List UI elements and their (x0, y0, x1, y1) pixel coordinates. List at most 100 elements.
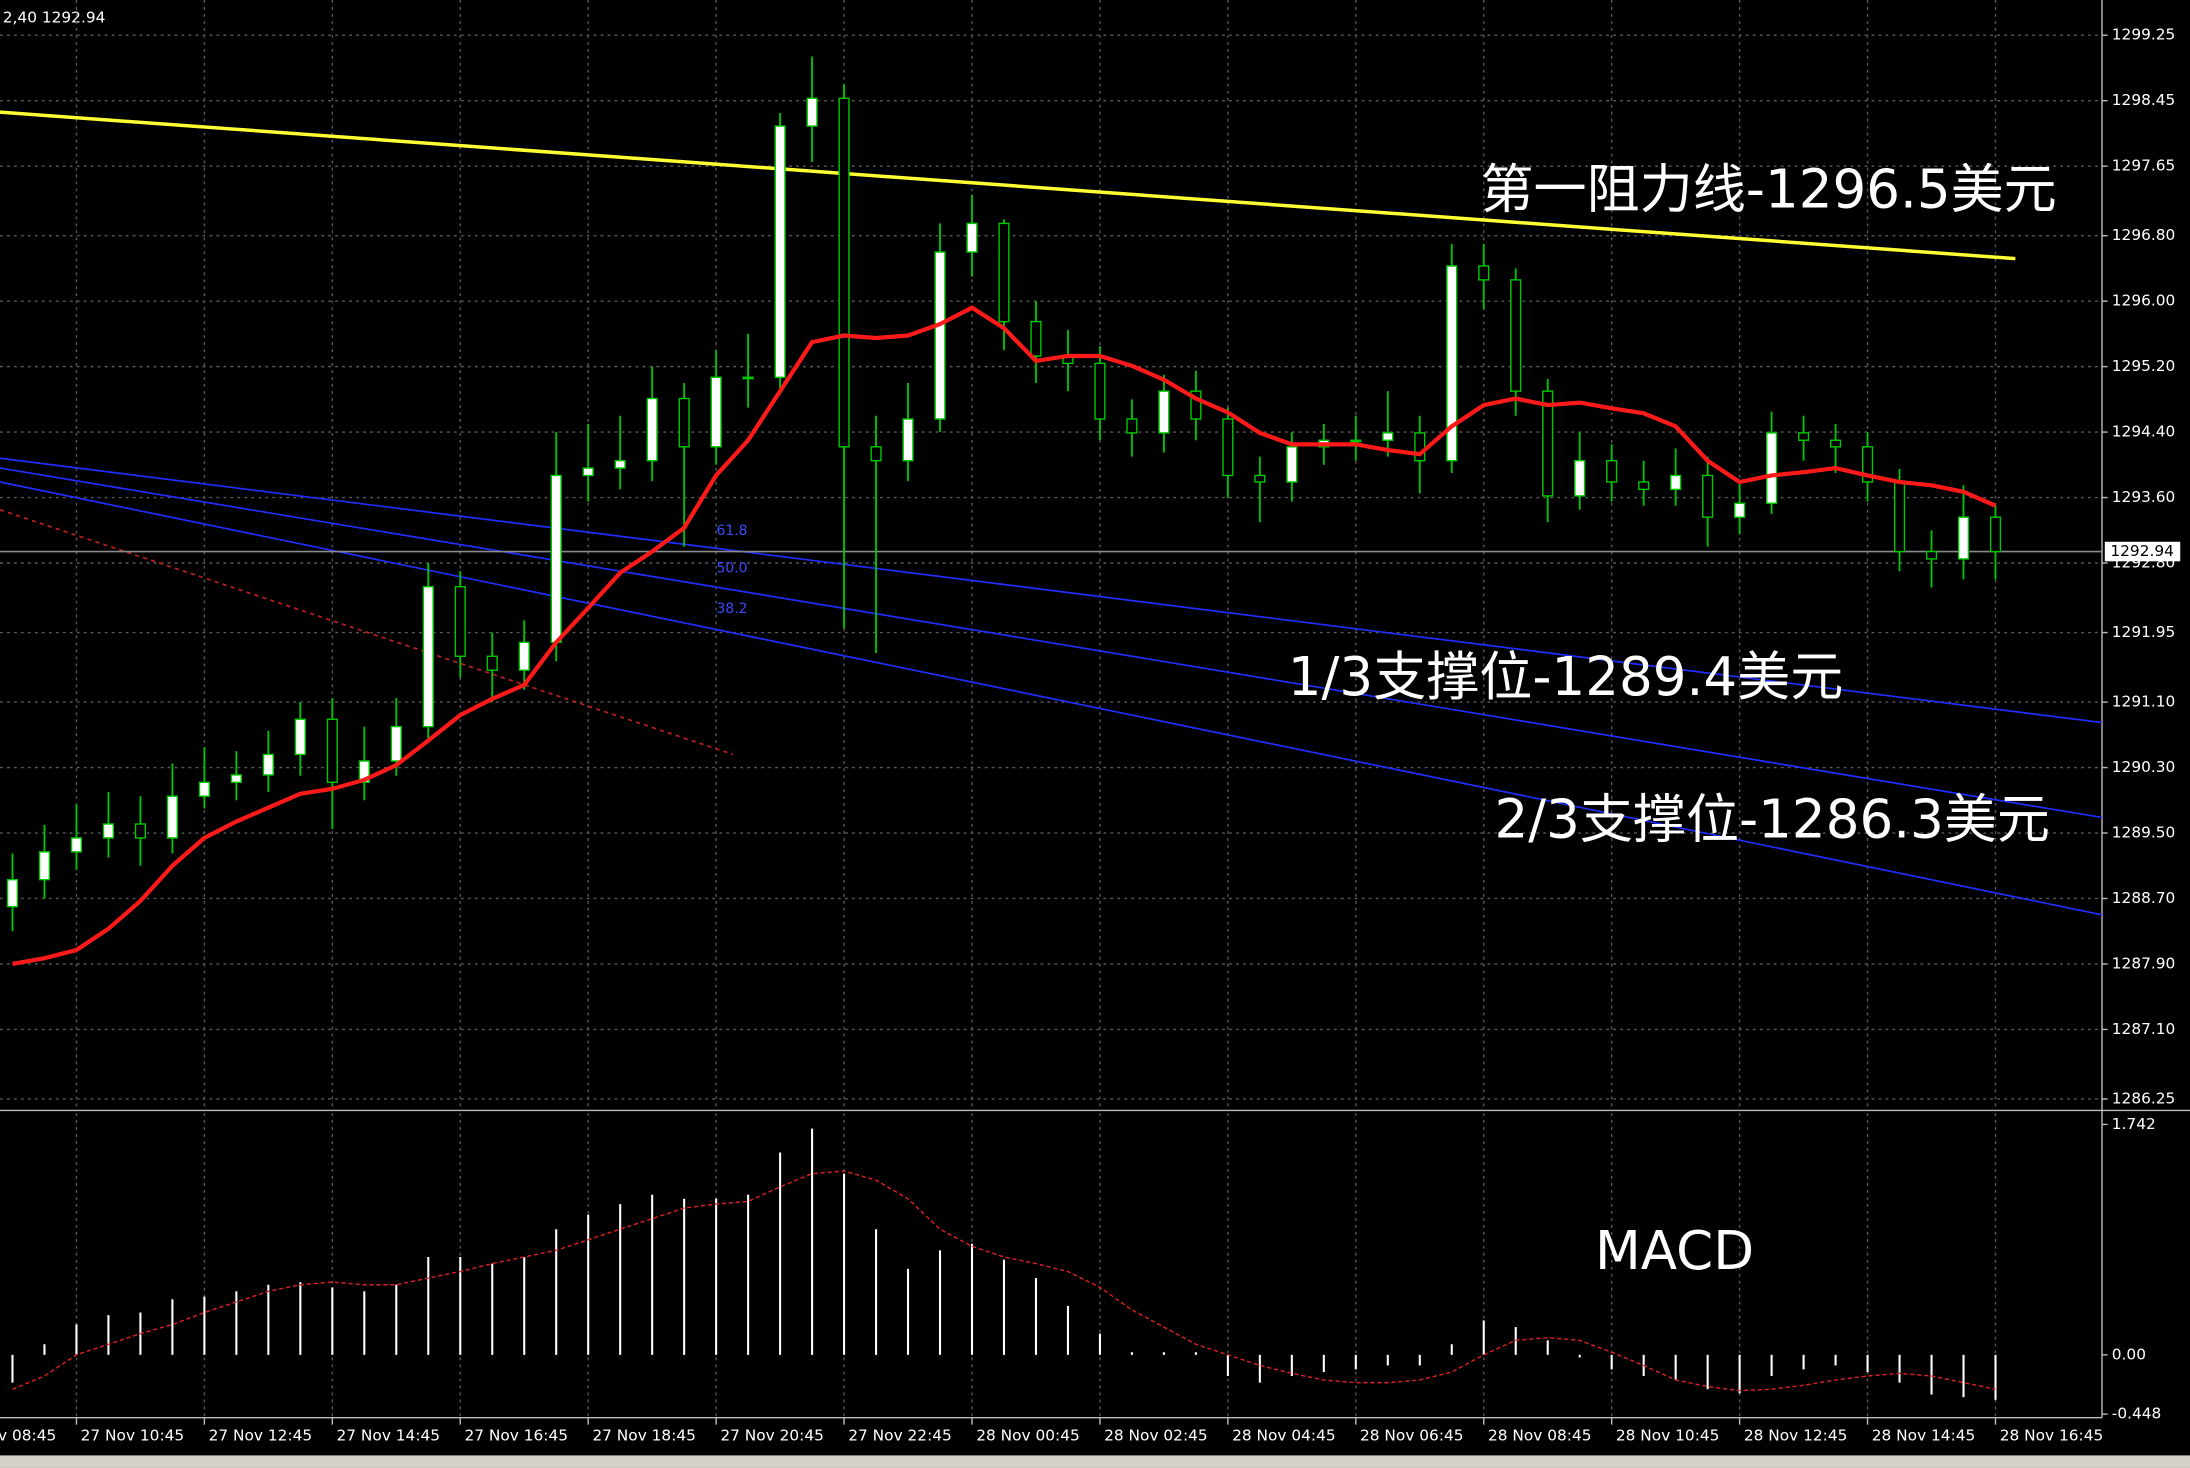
candle-body (1446, 265, 1458, 462)
candle-body (1542, 390, 1554, 497)
candle-body (1925, 550, 1938, 560)
y-tick-label: 1296.00 (2112, 292, 2176, 310)
candle-body (1798, 432, 1810, 441)
moving-average (12, 305, 1997, 967)
x-tick-label: 27 Nov 08:45 (0, 1426, 56, 1444)
annotation: 1/3支撑位-1289.4美元 (1288, 646, 1844, 708)
candle-body (70, 837, 83, 853)
candle-body (1734, 502, 1746, 518)
candle-body (1606, 460, 1618, 483)
fib-label: 38.2 (716, 601, 747, 617)
candle-body (1286, 446, 1298, 483)
candle-body (998, 222, 1010, 323)
y-tick-label: 1287.90 (2112, 954, 2176, 972)
candle-body (1254, 474, 1266, 483)
candle-body (614, 460, 626, 469)
candle-body (166, 795, 178, 839)
candle-body (1382, 432, 1394, 441)
candle-body (1126, 418, 1138, 434)
candle-body (294, 718, 306, 756)
candle-body (966, 222, 978, 253)
candle-body (646, 397, 658, 462)
y-tick-label: 1298.45 (2112, 91, 2176, 109)
candle-body (1829, 439, 1842, 448)
y-tick-label: 1293.60 (2112, 488, 2176, 506)
candle-body (742, 376, 754, 380)
annotation: 第一阻力线-1296.5美元 (1480, 158, 2056, 220)
signal-line (12, 1170, 1996, 1392)
x-tick-label: 27 Nov 14:45 (337, 1426, 441, 1444)
y-tick-label: 1286.25 (2112, 1089, 2176, 1107)
price-tag (2104, 541, 2181, 562)
x-tick-label: 28 Nov 06:45 (1360, 1426, 1464, 1444)
y-tick-label: -0.448 (2112, 1405, 2162, 1423)
y-tick-label: 1295.20 (2112, 357, 2176, 375)
candle-body (550, 474, 562, 644)
candle-body (230, 774, 242, 783)
fib-label: 61.8 (716, 523, 747, 539)
candle-body (326, 718, 338, 783)
candle-body (1893, 481, 1906, 553)
fib-label: 50.0 (716, 560, 747, 576)
trend-line (0, 110, 2016, 261)
candle-body (1670, 474, 1682, 491)
candle-body (806, 97, 818, 127)
candle-body (1574, 460, 1586, 497)
price-tag-label: 1292.94 (2110, 542, 2174, 560)
candle-body (870, 446, 882, 462)
trend-line (0, 457, 2103, 724)
candle-body (518, 641, 530, 671)
trend-line (0, 509, 734, 756)
candle-body (1190, 390, 1202, 420)
x-tick-label: 28 Nov 08:45 (1488, 1426, 1592, 1444)
candle-body (1989, 516, 2002, 553)
macd-title: MACD (1595, 1220, 1754, 1282)
scrollbar (0, 1455, 2190, 1468)
x-tick-label: 28 Nov 16:45 (2000, 1426, 2104, 1444)
candle-body (1030, 320, 1042, 357)
candle-body (1350, 439, 1362, 443)
candle-body (1222, 418, 1234, 477)
y-tick-label: 1288.70 (2112, 889, 2176, 907)
trend-line (0, 467, 2103, 819)
y-tick-label: 1287.10 (2112, 1020, 2176, 1038)
candle-body (902, 418, 914, 462)
trend-line (0, 481, 2103, 916)
candle-body (262, 753, 274, 776)
y-tick-label: 1291.95 (2112, 623, 2176, 641)
x-tick-label: 28 Nov 00:45 (976, 1426, 1080, 1444)
candle-body (1510, 279, 1522, 392)
candle-body (1158, 390, 1170, 434)
x-tick-label: 28 Nov 10:45 (1616, 1426, 1720, 1444)
candle-body (1766, 432, 1778, 504)
x-tick-label: 28 Nov 04:45 (1232, 1426, 1336, 1444)
candle-body (198, 781, 210, 797)
x-tick-label: 28 Nov 02:45 (1104, 1426, 1208, 1444)
candle-body (1702, 474, 1714, 518)
candle-body (1957, 516, 1970, 560)
y-tick-label: 1296.80 (2112, 226, 2176, 244)
candle-body (838, 97, 850, 448)
y-tick-label: 1294.40 (2112, 423, 2176, 441)
candle-body (358, 760, 370, 783)
candle-body (454, 586, 466, 657)
candle-body (422, 586, 434, 728)
candle-body (1638, 481, 1650, 491)
candle-body (1414, 432, 1426, 462)
y-tick-label: 0.00 (2112, 1345, 2146, 1363)
x-tick-label: 27 Nov 16:45 (464, 1426, 568, 1444)
candle-body (934, 251, 946, 420)
candle-body (582, 467, 594, 477)
candle-body (710, 376, 722, 448)
y-tick-label: 1289.50 (2112, 824, 2176, 842)
x-tick-label: 27 Nov 22:45 (848, 1426, 952, 1444)
x-tick-label: 27 Nov 20:45 (720, 1426, 824, 1444)
x-tick-label: 27 Nov 10:45 (81, 1426, 185, 1444)
x-tick-label: 27 Nov 12:45 (209, 1426, 313, 1444)
candle-body (1478, 265, 1490, 281)
candle-body (486, 655, 498, 671)
y-tick-label: 1.742 (2112, 1115, 2156, 1133)
candle-body (1861, 446, 1874, 483)
